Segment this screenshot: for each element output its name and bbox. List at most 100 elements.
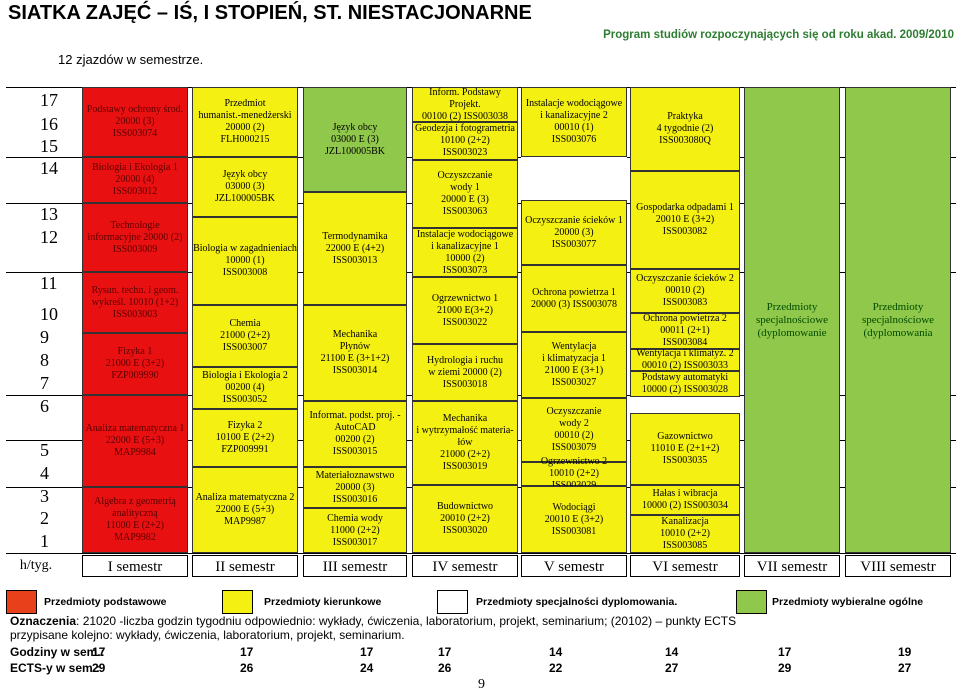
course-cell: Chemia 21000 (2+2) ISS003007: [192, 305, 298, 367]
course-cell: Język obcy 03000 E (3) JZL100005BK: [303, 87, 407, 192]
course-cell: Instalacje wodociągowe i kanalizacyjne 2…: [521, 87, 627, 157]
godziny-value: 17: [438, 645, 452, 659]
course-cell: Gazownictwo 11010 E (2+1+2) ISS003035: [630, 413, 740, 485]
week-number: 2: [40, 508, 49, 528]
semester-label: V semestr: [521, 555, 627, 577]
specialization-block: Przedmioty specjalnościowe (dyplomowania: [845, 87, 951, 553]
legend-podstawowe: Przedmioty podstawowe: [44, 596, 167, 608]
week-number: 11: [40, 273, 58, 293]
semester-label: VIII semestr: [845, 555, 951, 577]
page-number: 9: [478, 677, 485, 692]
godziny-value: 17: [240, 645, 254, 659]
semester-label: IV semestr: [412, 555, 518, 577]
legend-swatch-specjalnosci: [437, 590, 468, 614]
ects-value: 24: [360, 661, 374, 675]
ects-value: 29: [92, 661, 106, 675]
week-number: 8: [40, 350, 49, 370]
week-number: 4: [40, 463, 49, 483]
zjazdy-note: 12 zjazdów w semestrze.: [58, 52, 204, 67]
godziny-value: 14: [549, 645, 563, 659]
semester-label: VII semestr: [744, 555, 840, 577]
week-number: 6: [40, 396, 49, 416]
legend-swatch-podstawowe: [6, 590, 37, 614]
godziny-value: 19: [898, 645, 912, 659]
course-cell: Technologie informacyjne 20000 (2) ISS00…: [82, 203, 188, 272]
course-cell: Analiza matematyczna 2 22000 E (5+3) MAP…: [192, 467, 298, 553]
program-note: Program studiów rozpoczynających się od …: [603, 29, 954, 41]
week-number: 7: [40, 373, 49, 393]
course-cell: Fizyka 1 21000 E (3+2) FZP009990: [82, 333, 188, 395]
course-cell: Budownictwo 20010 (2+2) ISS003020: [412, 485, 518, 553]
course-cell: Oczyszczanie ścieków 2 00010 (2) ISS0030…: [630, 269, 740, 313]
godziny-label: Godziny w sem.:: [10, 645, 105, 659]
course-cell: Ochrona powietrza 1 20000 (3) ISS003078: [521, 265, 627, 332]
course-cell: Oczyszczanie wody 2 00010 (2) ISS003079: [521, 398, 627, 462]
legend-kierunkowe: Przedmioty kierunkowe: [264, 596, 382, 608]
ects-value: 29: [778, 661, 792, 675]
oznaczenia-label: Oznaczenia: [10, 614, 77, 628]
course-cell: Mechanika Płynów 21100 E (3+1+2) ISS0030…: [303, 305, 407, 401]
week-label: h/tyg.: [19, 558, 53, 573]
week-number: 10: [40, 304, 58, 324]
course-cell: Algebra z geometrią analityczną 11000 E …: [82, 487, 188, 553]
ects-value: 26: [438, 661, 452, 675]
course-cell: Wentylacja i klimatyzacja 1 21000 E (3+1…: [521, 332, 627, 398]
course-cell: Język obcy 03000 (3) JZL100005BK: [192, 157, 298, 217]
week-number: 15: [40, 136, 58, 156]
semester-label: III semestr: [303, 555, 407, 577]
ects-label: ECTS-y w sem.:: [10, 661, 101, 675]
course-cell: Hydrologia i ruchu w ziemi 20000 (2) ISS…: [412, 344, 518, 401]
oznaczenia-text: : 21020 -liczba godzin tygodniu odpowied…: [76, 614, 737, 628]
week-number: 1: [40, 531, 49, 551]
course-cell: Kanalizacja 10010 (2+2) ISS003085: [630, 515, 740, 553]
course-cell: Podstawy automatyki 10000 (2) ISS003028: [630, 371, 740, 397]
course-cell: Biologia i Ekologia 1 20000 (4) ISS00301…: [82, 157, 188, 203]
semester-label: I semestr: [82, 555, 188, 577]
oznaczenia-note: Oznaczenia: 21020 -liczba godzin tygodni…: [10, 614, 955, 642]
week-number: 9: [40, 327, 49, 347]
oznaczenia-text2: przypisane kolejno: wykłady, ćwiczenia, …: [10, 628, 405, 642]
course-cell: Oczyszczanie ścieków 1 20000 (3) ISS0030…: [521, 200, 627, 265]
course-cell: Wentylacja i klimatyz. 2 00010 (2) ISS00…: [630, 348, 740, 371]
course-cell: Ogrzewnictwo 1 21000 E(3+2) ISS003022: [412, 277, 518, 344]
godziny-value: 17: [92, 645, 106, 659]
week-number: 12: [40, 227, 58, 247]
week-number: 13: [40, 204, 58, 224]
legend-swatch-kierunkowe: [222, 590, 253, 614]
course-cell: Instalacje wodociągowe i kanalizacyjne 1…: [412, 228, 518, 277]
course-cell: Ochrona powietrza 2 00011 (2+1) ISS00308…: [630, 313, 740, 349]
course-cell: Gospodarka odpadami 1 20010 E (3+2) ISS0…: [630, 171, 740, 269]
week-number: 5: [40, 440, 49, 460]
course-cell: Analiza matematyczna 1 22000 E (5+3) MAP…: [82, 395, 188, 487]
course-cell: Przedmiot humanist.-menedżerski 20000 (2…: [192, 87, 298, 157]
grid-line: [6, 553, 956, 554]
course-cell: Podstawy ochrony środ. 20000 (3) ISS0030…: [82, 87, 188, 157]
week-number: 16: [40, 114, 58, 134]
godziny-value: 17: [778, 645, 792, 659]
course-cell: Ogrzewnictwo 2 10010 (2+2) ISS003029: [521, 456, 627, 491]
ects-value: 26: [240, 661, 254, 675]
course-cell: Biologia w zagadnieniach 10000 (1) ISS00…: [192, 217, 298, 305]
week-number: 14: [40, 158, 58, 178]
legend-swatch-wybieralne: [736, 590, 767, 614]
course-cell: Inform. Podstawy Projekt. 00100 (2) ISS0…: [412, 87, 518, 122]
course-cell: Chemia wody 11000 (2+2) ISS003017: [303, 508, 407, 553]
ects-value: 27: [898, 661, 912, 675]
ects-value: 22: [549, 661, 563, 675]
course-cell: Fizyka 2 10100 E (2+2) FZP009991: [192, 409, 298, 467]
week-number: 3: [40, 486, 49, 506]
course-cell: Praktyka 4 tygodnie (2) ISS003080Q: [630, 87, 740, 171]
course-cell: Hałas i wibracja 10000 (2) ISS003034: [630, 485, 740, 515]
course-cell: Geodezja i fotogrametria 10100 (2+2) ISS…: [412, 122, 518, 160]
course-cell: Materiałoznawstwo 20000 (3) ISS003016: [303, 467, 407, 508]
page-title: SIATKA ZAJĘĆ – IŚ, I STOPIEŃ, ST. NIESTA…: [8, 2, 532, 24]
course-cell: Informat. podst. proj. - AutoCAD 00200 (…: [303, 401, 407, 467]
godziny-value: 17: [360, 645, 374, 659]
course-cell: Termodynamika 22000 E (4+2) ISS003013: [303, 192, 407, 305]
course-cell: Mechanika i wytrzymałość materia- łów 21…: [412, 401, 518, 485]
godziny-value: 14: [665, 645, 679, 659]
legend-specjalnosci: Przedmioty specjalności dyplomowania.: [476, 596, 678, 608]
course-cell: Oczyszczanie wody 1 20000 E (3) ISS00306…: [412, 160, 518, 228]
semester-label: II semestr: [192, 555, 298, 577]
specialization-block: Przedmioty specjalnościowe (dyplomowanie: [744, 87, 840, 553]
